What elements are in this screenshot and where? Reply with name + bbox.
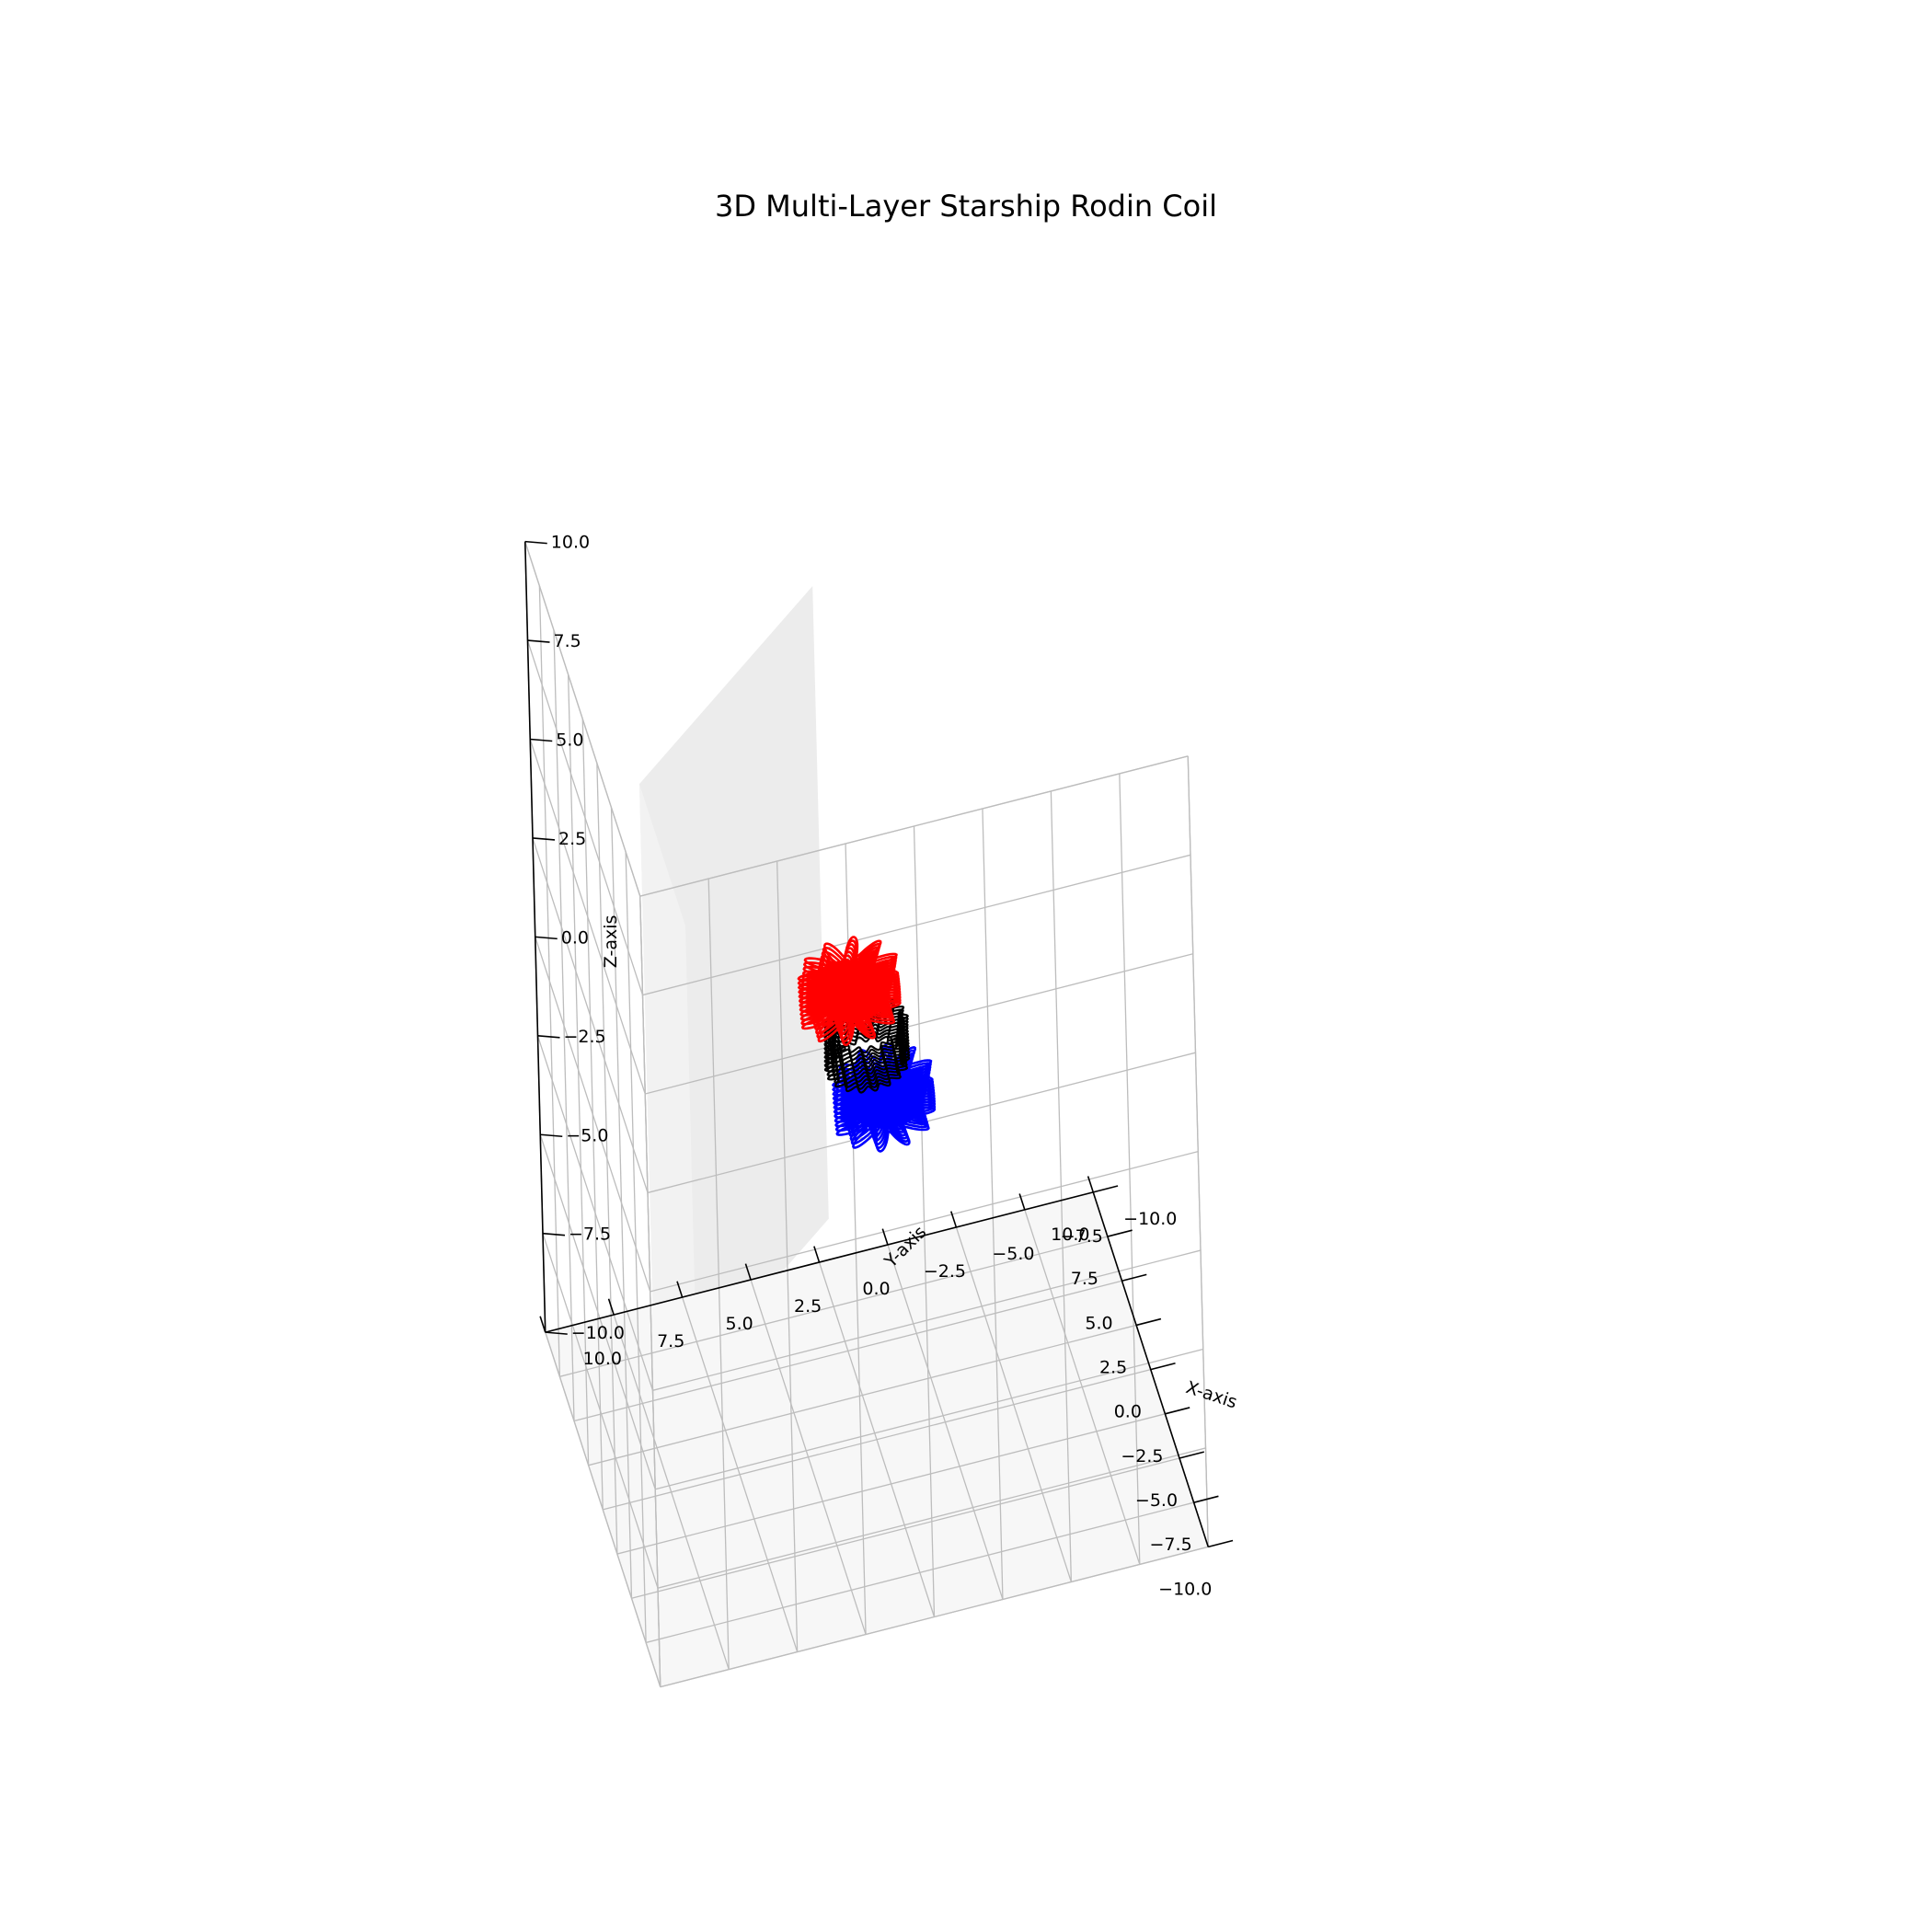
x-tick-label: 0.0: [1114, 1402, 1142, 1422]
x-gridline: [573, 1280, 1122, 1422]
y-gridline: [776, 861, 799, 1652]
y-tick: [881, 1228, 889, 1246]
x-gridline: [588, 1324, 1137, 1466]
y-gridline: [818, 1261, 936, 1617]
z-tick-label: 2.5: [558, 829, 586, 849]
axis-lines: [523, 541, 1210, 1687]
chart-title: 3D Multi-Layer Starship Rodin Coil: [714, 189, 1217, 224]
tick-marks: −10.0 −10.0 −10.0 −7.5 −7.5 −7.5 −5.0 −5.0 −5.0 −…: [524, 533, 1234, 1599]
y-tick-label: 0.0: [862, 1279, 890, 1299]
z-axis-label: Z-axis: [601, 915, 621, 969]
z-tick-label: 10.0: [551, 533, 590, 553]
z-gridline: [535, 937, 651, 1293]
x-axis-label: X-axis: [1183, 1377, 1239, 1413]
y-tick: [813, 1246, 821, 1263]
z-tick: [537, 1035, 560, 1039]
z-tick-label: −2.5: [564, 1027, 606, 1047]
x-tick: [1150, 1362, 1176, 1371]
z-tick: [542, 1232, 566, 1236]
z-tick: [545, 1331, 568, 1335]
x-gridline: [567, 674, 590, 1466]
coil-fill: [809, 960, 891, 1023]
z-tick: [535, 936, 558, 940]
z-gridline: [645, 953, 1193, 1095]
x-tick: [1193, 1495, 1219, 1503]
y-tick: [607, 1298, 615, 1316]
y-tick: [1018, 1193, 1026, 1211]
z-tick-label: 7.5: [554, 631, 581, 651]
y-tick: [676, 1281, 684, 1298]
z-gridline: [532, 837, 649, 1193]
z-gridline: [529, 739, 646, 1095]
x-tick-label: −7.5: [1150, 1535, 1192, 1555]
y-tick: [539, 1316, 546, 1333]
y-tick-label: 7.5: [657, 1331, 684, 1351]
y-gridline: [613, 1314, 730, 1670]
z-tick: [540, 1133, 563, 1138]
x-tick-label: 2.5: [1099, 1357, 1127, 1377]
z-gridline: [526, 639, 644, 995]
y-tick-label: −5.0: [992, 1244, 1034, 1264]
y-tick: [744, 1263, 752, 1281]
x-tick: [1135, 1317, 1162, 1327]
z-tick: [527, 639, 550, 643]
x-tick-label: 10.0: [1051, 1225, 1089, 1245]
z-tick: [524, 540, 547, 545]
x-gridline: [553, 629, 575, 1421]
coil-series-3: [797, 936, 902, 1047]
y-tick-label: −2.5: [924, 1261, 966, 1282]
coil-series: [797, 936, 937, 1153]
x-tick: [1121, 1273, 1147, 1282]
x-tick-label: 7.5: [1071, 1269, 1098, 1289]
x-tick: [1093, 1185, 1119, 1193]
x-gridline: [559, 1236, 1109, 1377]
y-tick-label: 5.0: [725, 1314, 753, 1334]
z-gridline: [650, 1150, 1199, 1293]
x-tick: [1208, 1539, 1234, 1548]
y-tick-label: 2.5: [794, 1296, 822, 1317]
pane-edge: [639, 896, 661, 1687]
y-tick: [1087, 1176, 1095, 1193]
y-gridline: [545, 1331, 661, 1687]
z-tick: [532, 837, 556, 841]
z-tick-label: −5.0: [566, 1125, 608, 1145]
y-tick-label: −10.0: [1123, 1209, 1177, 1229]
x-tick: [1179, 1451, 1204, 1459]
x-gridline: [538, 585, 561, 1377]
x-tick-label: 5.0: [1085, 1313, 1112, 1333]
z-tick-label: 0.0: [561, 927, 589, 948]
z-tick-label: −7.5: [569, 1225, 611, 1245]
y-tick: [949, 1211, 958, 1228]
x-tick-label: −10.0: [1158, 1579, 1212, 1599]
pane-edge: [1187, 755, 1209, 1547]
pane-edge: [639, 755, 1189, 897]
y-gridline: [750, 1279, 867, 1635]
y-tick-label: −7.5: [1061, 1226, 1103, 1247]
y-gridline: [682, 1296, 799, 1652]
x-tick: [1107, 1229, 1133, 1237]
y-gridline: [707, 879, 730, 1670]
x-tick-label: −5.0: [1135, 1490, 1178, 1511]
x-tick: [1165, 1407, 1190, 1415]
pane-edge: [524, 541, 641, 897]
z-tick-label: −10.0: [571, 1323, 625, 1343]
y-tick-label: 10.0: [583, 1349, 622, 1369]
z-gridline: [642, 854, 1191, 996]
x-tick-label: −2.5: [1121, 1446, 1163, 1466]
z-tick: [530, 738, 553, 742]
z-tick-label: 5.0: [556, 730, 583, 751]
